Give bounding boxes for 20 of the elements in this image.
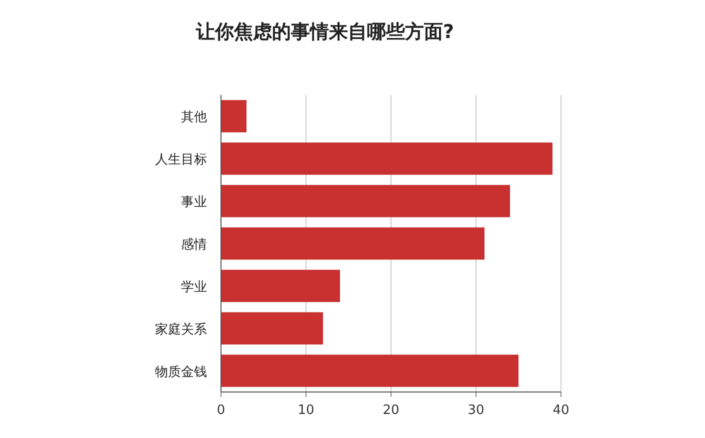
x-tick-label: 10 <box>298 403 314 418</box>
bar <box>221 270 340 302</box>
x-tick-label: 20 <box>382 403 400 418</box>
x-tick-label: 0 <box>216 403 226 418</box>
y-tick-label: 家庭关系 <box>155 321 207 338</box>
x-tick-label: 40 <box>552 403 570 418</box>
bar <box>221 227 484 260</box>
bar <box>221 184 510 218</box>
bar <box>221 100 246 132</box>
y-tick-label: 学业 <box>181 280 207 295</box>
bar <box>221 312 323 344</box>
y-tick-label: 物质金钱 <box>155 364 207 380</box>
chart-title: 让你焦虑的事情来自哪些方面? <box>194 21 454 43</box>
x-tick-label: 30 <box>468 403 484 418</box>
y-tick-label: 事业 <box>181 195 207 210</box>
y-tick-label: 人生目标 <box>155 152 207 168</box>
bar <box>221 142 552 175</box>
y-tick-label: 感情 <box>181 238 207 252</box>
y-tick-label: 其他 <box>181 110 207 126</box>
bar <box>221 354 518 387</box>
